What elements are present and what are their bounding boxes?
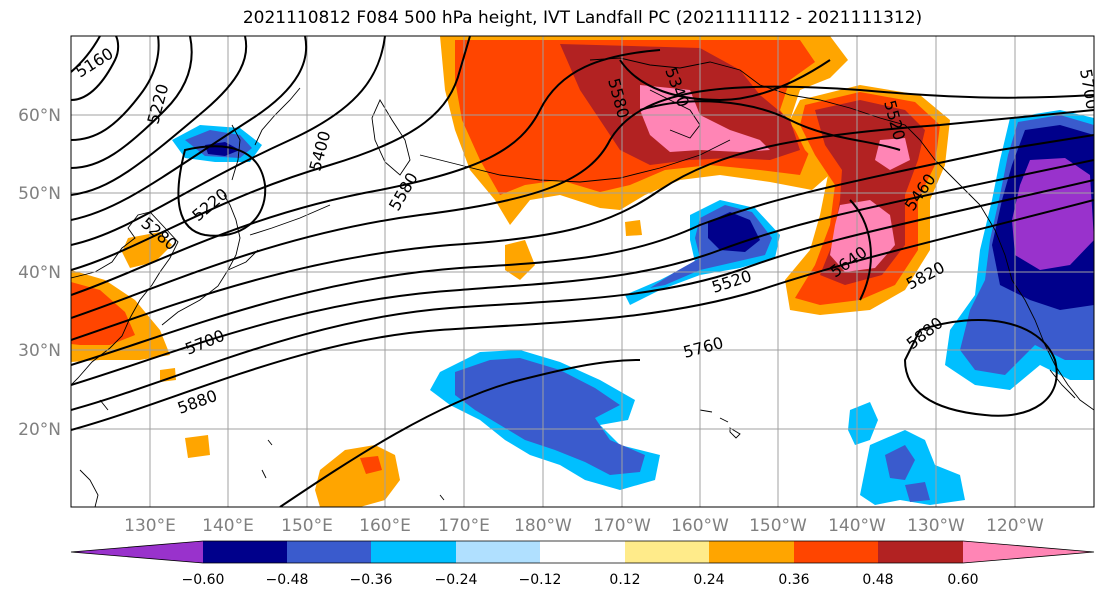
colorbar-tick: −0.36 [350,572,393,588]
colorbar-tick: −0.24 [435,572,478,588]
ivt-patch-1 [505,240,535,280]
ivt-neg-cyclone-48 [708,212,760,252]
ivt-neg-east-60 [1012,158,1094,270]
ivt-arm-60 [830,200,895,272]
colorbar-tick: 0.24 [693,572,724,588]
colorbar-tick: 0.36 [778,572,809,588]
ivt-patch-3 [185,435,210,458]
colorbar-segment [456,541,540,563]
lon-label: 140°E [202,516,254,536]
lon-label: 120°W [986,516,1044,536]
plot-frame [70,35,1095,508]
height-contours [71,36,1094,507]
colorbar-tick: −0.60 [182,572,225,588]
gridlines [71,36,1094,507]
colorbar-segment [625,541,709,563]
coastlines [71,57,1094,507]
lat-label: 40°N [18,263,61,283]
lon-label: 130°E [124,516,176,536]
colorbar-tick: 0.48 [862,572,893,588]
lat-labels: 60°N 50°N 40°N 30°N 20°N [18,106,61,440]
lon-label: 170°E [438,516,490,536]
lon-label: 130°W [907,516,965,536]
lon-label: 170°W [593,516,651,536]
lat-label: 60°N [18,106,61,126]
lat-label: 50°N [18,184,61,204]
lon-labels: 130°E 140°E 150°E 160°E 170°E 180°W 170°… [124,516,1044,536]
lat-label: 30°N [18,341,61,361]
ivt-patch-4 [160,368,176,382]
lon-label: 150°W [749,516,807,536]
ivt-negative-anomaly [172,110,1094,505]
colorbar-segment [878,541,963,563]
colorbar-segment [371,541,456,563]
ivt-neg-hi-b [860,430,965,505]
colorbar-segment [203,541,287,563]
colorbar-segment [709,541,794,563]
colorbar-extend-min [71,541,203,563]
lon-label: 150°E [281,516,333,536]
colorbar-tick: −0.48 [266,572,309,588]
colorbar-tick: −0.12 [519,572,562,588]
ivt-positive-anomaly [71,36,950,507]
lat-label: 20°N [18,420,61,440]
colorbar-extend-max [963,541,1094,563]
ivt-neg-hi-24 [848,402,878,445]
lon-label: 180°W [514,516,572,536]
lon-label: 140°W [828,516,886,536]
colorbar-segment [794,541,878,563]
colorbar-segment [287,541,371,563]
lon-label: 160°W [671,516,729,536]
ivt-korea [122,232,172,268]
lon-label: 160°E [359,516,411,536]
map-title: 2021110812 F084 500 hPa height, IVT Land… [242,8,923,28]
ivt-neg-hi-d [905,482,930,502]
ivt-west-36 [71,282,135,345]
colorbar-outline [70,540,1095,564]
colorbar [70,540,1095,564]
ivt-patch-5b [360,456,382,474]
colorbar-tick: 0.60 [947,572,978,588]
colorbar-tick-labels: −0.60 −0.48 −0.36 −0.24 −0.12 0.12 0.24 … [182,572,979,588]
ivt-patch-2 [625,220,642,236]
colorbar-tick: 0.12 [609,572,640,588]
ivt-neg-hi-c [885,445,915,480]
ivt-neg-sub-36 [455,358,645,475]
colorbar-segment [540,541,625,563]
